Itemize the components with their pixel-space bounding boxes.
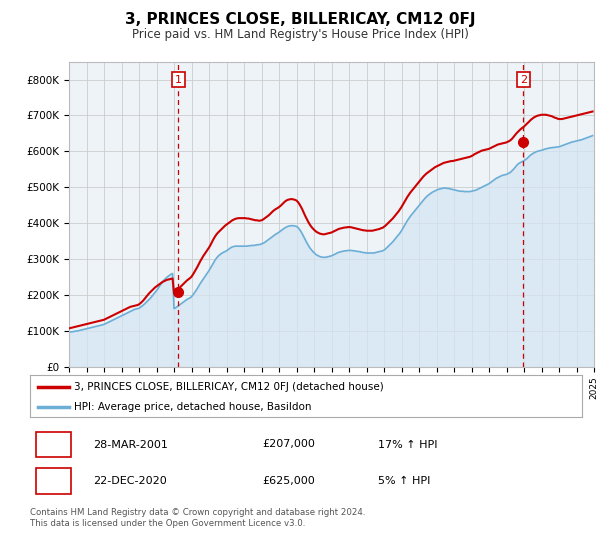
Text: Contains HM Land Registry data © Crown copyright and database right 2024.
This d: Contains HM Land Registry data © Crown c… [30, 508, 365, 528]
Text: 17% ↑ HPI: 17% ↑ HPI [378, 440, 437, 450]
Text: 28-MAR-2001: 28-MAR-2001 [94, 440, 169, 450]
Text: £625,000: £625,000 [262, 476, 314, 486]
Text: 22-DEC-2020: 22-DEC-2020 [94, 476, 167, 486]
Text: 3, PRINCES CLOSE, BILLERICAY, CM12 0FJ: 3, PRINCES CLOSE, BILLERICAY, CM12 0FJ [125, 12, 475, 27]
Text: Price paid vs. HM Land Registry's House Price Index (HPI): Price paid vs. HM Land Registry's House … [131, 28, 469, 41]
FancyBboxPatch shape [35, 468, 71, 494]
Text: £207,000: £207,000 [262, 440, 315, 450]
Text: 1: 1 [175, 74, 182, 85]
Text: 2: 2 [50, 476, 57, 486]
Text: 2: 2 [520, 74, 527, 85]
Text: 1: 1 [50, 440, 57, 450]
FancyBboxPatch shape [35, 432, 71, 458]
Text: HPI: Average price, detached house, Basildon: HPI: Average price, detached house, Basi… [74, 402, 311, 412]
Text: 5% ↑ HPI: 5% ↑ HPI [378, 476, 430, 486]
Text: 3, PRINCES CLOSE, BILLERICAY, CM12 0FJ (detached house): 3, PRINCES CLOSE, BILLERICAY, CM12 0FJ (… [74, 382, 384, 392]
